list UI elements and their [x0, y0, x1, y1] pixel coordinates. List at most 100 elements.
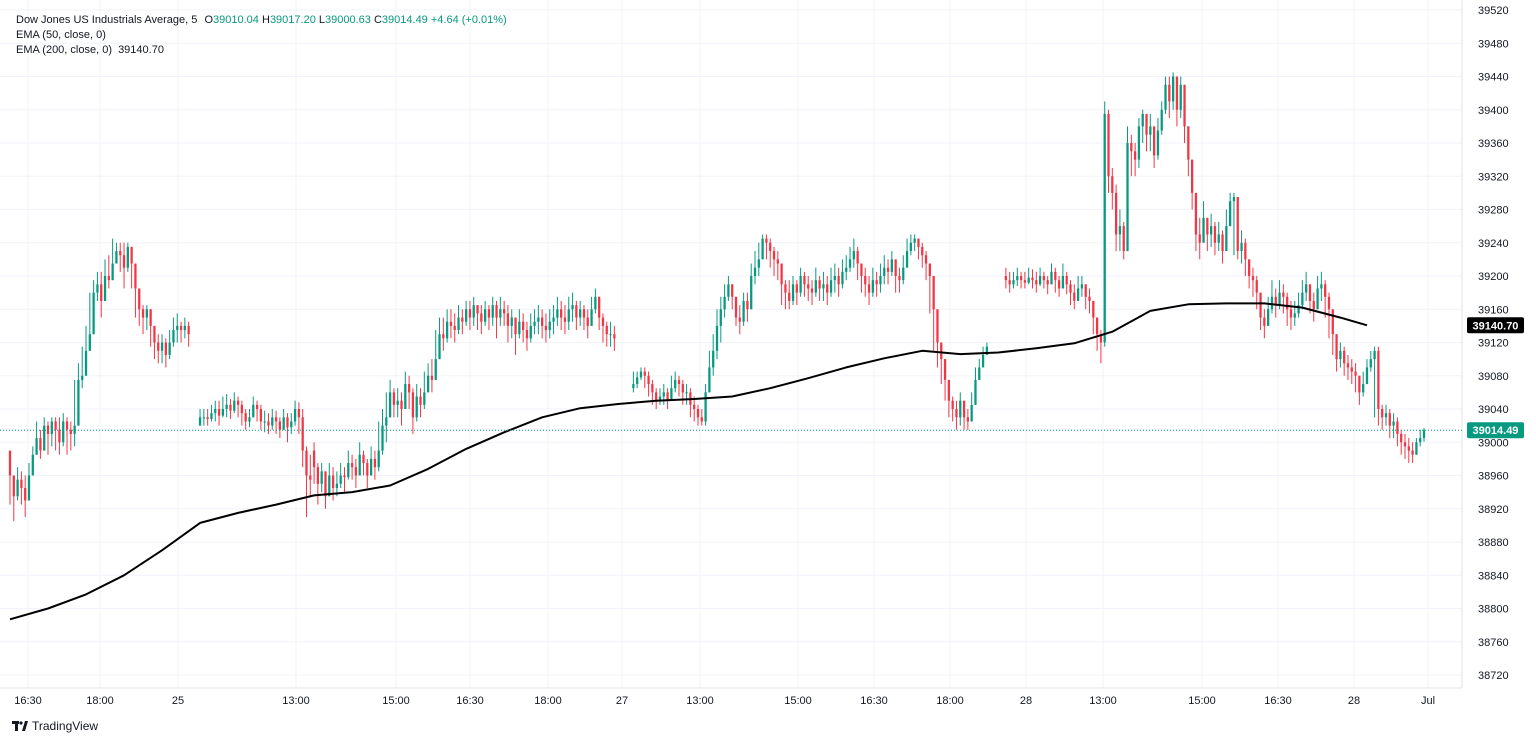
candle-body: [502, 309, 506, 314]
y-tick-label: 39480: [1478, 38, 1509, 50]
candle-body: [529, 325, 532, 339]
legend-ema200-label[interactable]: EMA (200, close, 0): [16, 44, 112, 56]
candle-down: [921, 242, 924, 268]
candle-up: [970, 392, 973, 422]
candle-down: [772, 246, 776, 276]
candle-body: [932, 276, 935, 310]
candle-body: [1175, 76, 1179, 110]
candle-up: [96, 271, 99, 301]
candle-body: [1225, 226, 1228, 252]
candle-body: [506, 313, 510, 326]
legend-ema200-row[interactable]: EMA (200, close, 0) 39140.70: [16, 43, 507, 58]
candle-up: [126, 242, 129, 272]
candle-down: [601, 313, 605, 343]
candle-down: [236, 396, 240, 418]
legend-ema50-label[interactable]: EMA (50, close, 0): [16, 29, 106, 41]
candle-body: [1369, 359, 1372, 368]
candle-up: [404, 371, 407, 409]
candle-down: [430, 359, 434, 393]
candle-body: [115, 251, 118, 264]
legend-symbol-title[interactable]: Dow Jones US Industrials Average, 5: [16, 14, 198, 26]
candle-down: [1114, 184, 1118, 252]
y-tick-label: 39080: [1478, 371, 1509, 383]
candle-up: [1384, 404, 1388, 426]
candle-up: [841, 259, 844, 289]
candle-body: [1137, 126, 1141, 160]
candle-down: [514, 317, 517, 355]
candle-up: [1225, 209, 1228, 252]
ema-200-polyline[interactable]: [9, 302, 1368, 621]
candle-down: [947, 379, 951, 418]
candle-body: [541, 317, 544, 326]
candle-body: [563, 317, 567, 322]
candle-body: [807, 284, 810, 289]
candle-down: [837, 267, 840, 297]
candle-body: [1019, 276, 1023, 281]
candle-down: [69, 421, 72, 451]
candle-down: [1388, 409, 1391, 439]
candle-down: [924, 251, 928, 281]
candle-down: [316, 463, 320, 505]
candle-up: [1118, 209, 1122, 252]
candle-up: [761, 234, 764, 260]
y-tick-label: 38840: [1478, 570, 1509, 582]
candle-body: [974, 379, 977, 405]
candle-body: [495, 305, 498, 318]
candle-up: [145, 305, 148, 331]
candle-down: [647, 371, 650, 397]
candle-down: [1381, 404, 1384, 430]
candle-down: [362, 450, 365, 476]
legend-low-label: L: [318, 14, 326, 26]
candle-up: [73, 379, 76, 447]
candle-body: [8, 450, 12, 476]
candle-body: [423, 392, 426, 405]
candle-body: [1012, 280, 1015, 285]
price-label-text: 39014.49: [1473, 425, 1519, 437]
candle-up: [674, 371, 677, 393]
candle-body: [1194, 192, 1198, 235]
candle-body: [468, 309, 472, 318]
candle-up: [483, 300, 487, 326]
candle-up: [1061, 263, 1065, 289]
tradingview-brand[interactable]: TradingView: [12, 719, 98, 733]
x-tick-label: Jul: [1421, 695, 1435, 707]
candle-up: [252, 396, 255, 418]
candle-body: [875, 280, 878, 285]
candle-up: [335, 471, 339, 497]
candle-down: [1073, 284, 1076, 310]
candle-body: [1343, 350, 1346, 364]
candle-body: [776, 259, 779, 264]
candle-body: [373, 458, 377, 468]
candle-down: [278, 417, 282, 439]
candle-body: [358, 454, 361, 476]
candle-up: [658, 388, 662, 405]
candle-body: [400, 400, 403, 409]
candle-up: [1027, 267, 1030, 285]
candle-body: [1057, 280, 1061, 289]
candle-body: [1244, 242, 1247, 260]
candle-body: [1305, 284, 1308, 293]
candle-body: [267, 421, 270, 426]
y-tick-label: 39000: [1478, 437, 1509, 449]
candle-down: [1133, 143, 1137, 177]
candle-body: [586, 317, 589, 326]
legend-ema50-row[interactable]: EMA (50, close, 0): [16, 28, 507, 43]
candle-body: [20, 479, 23, 488]
candle-body: [1232, 197, 1236, 202]
candle-up: [50, 417, 53, 447]
candle-body: [605, 325, 608, 335]
candle-up: [1362, 371, 1365, 397]
candle-down: [1031, 269, 1034, 289]
candle-body: [35, 438, 38, 455]
candle-body: [138, 288, 141, 310]
candle-body: [1274, 296, 1277, 306]
candle-down: [1046, 276, 1049, 295]
candle-up: [369, 446, 373, 476]
candle-up: [959, 392, 962, 426]
candle-body: [278, 421, 282, 430]
x-tick-label: 18:00: [86, 695, 114, 707]
candle-down: [1183, 84, 1186, 143]
legend-ohlc-row[interactable]: Dow Jones US Industrials Average, 5 O390…: [16, 13, 507, 28]
